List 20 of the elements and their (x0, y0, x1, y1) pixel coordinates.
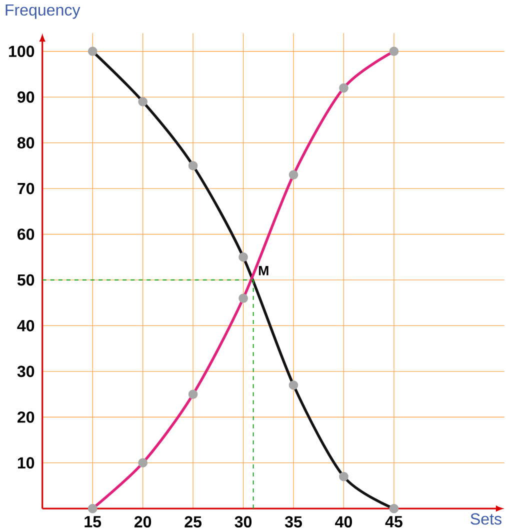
x-tick-label: 25 (184, 516, 202, 528)
y-tick-label: 80 (17, 137, 34, 148)
y-tick-label: 70 (17, 182, 34, 194)
y-tick-label: 20 (17, 411, 34, 423)
y-tick-label: 60 (17, 228, 34, 240)
y-tick-label: 10 (18, 457, 34, 469)
y-tick-label: 90 (17, 91, 34, 103)
x-tick-label: 20 (134, 516, 151, 528)
x-tick-label: 35 (284, 516, 302, 528)
y-tick-label: 30 (17, 366, 34, 378)
x-tick-label: 30 (234, 516, 252, 528)
y-tick-label: 40 (16, 320, 34, 332)
x-axis-title: Sets (470, 513, 502, 525)
annotation: M (258, 266, 268, 276)
x-tick-label: 40 (334, 516, 352, 528)
x-tick-label: 15 (84, 516, 101, 528)
y-axis-title: Frequency (6, 4, 80, 19)
y-tick-label: 100 (8, 46, 34, 58)
x-tick-label: 45 (385, 516, 402, 528)
y-tick-label: 50 (17, 274, 34, 286)
